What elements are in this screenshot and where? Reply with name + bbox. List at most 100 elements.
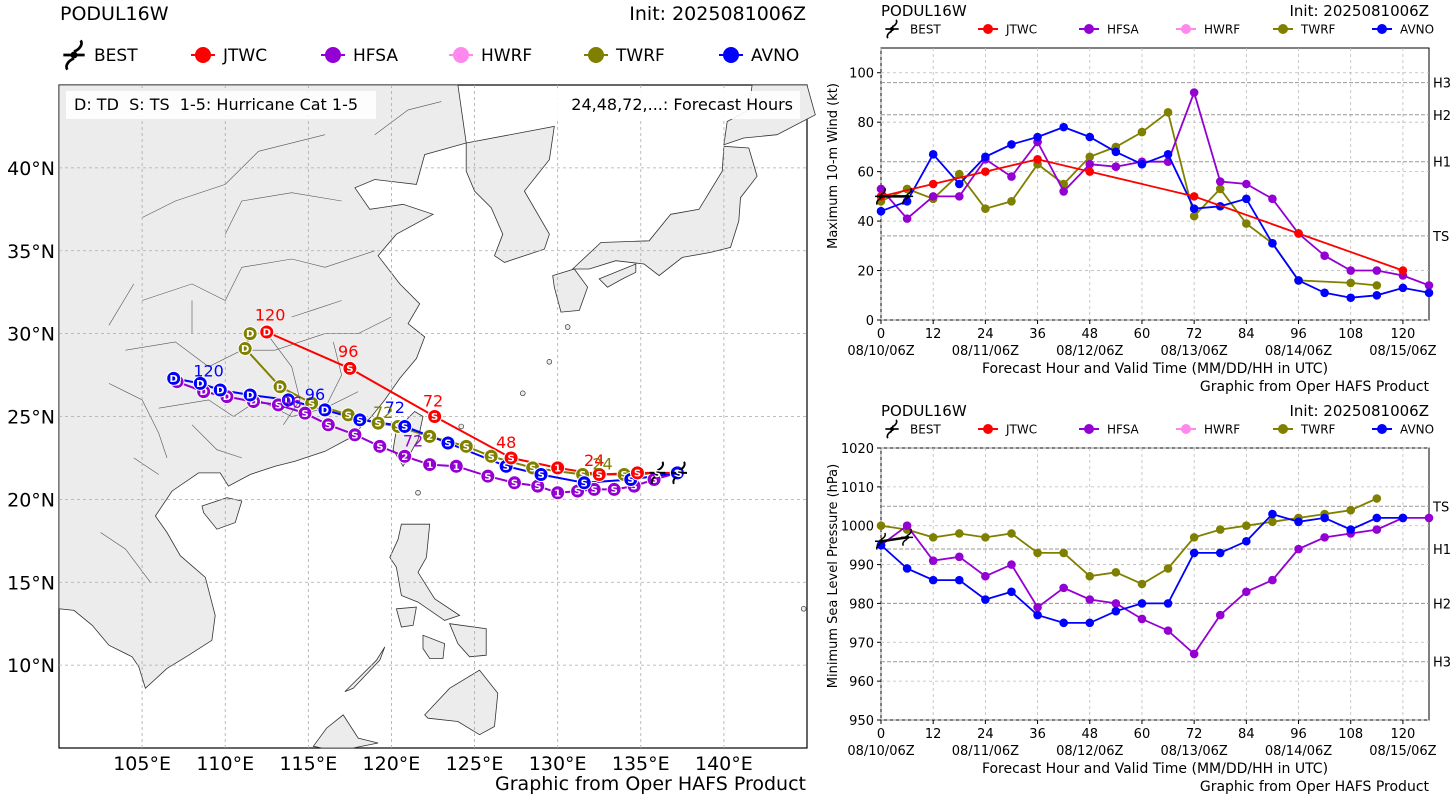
track-point-label: S: [401, 422, 408, 433]
series-point-avno: [1215, 548, 1225, 558]
series-point-twrf: [1085, 152, 1095, 162]
best-symbol-arm: [657, 461, 665, 472]
best-track-point-icon: [671, 461, 688, 485]
pres-init-title: Init: 2025081006Z: [1289, 402, 1429, 420]
best-symbol-arm: [902, 538, 908, 547]
series-point-twrf: [981, 533, 990, 542]
series-line-hfsa: [880, 517, 1429, 656]
series-point-avno: [1346, 525, 1356, 534]
series-point-hfsa: [1424, 281, 1434, 290]
reference-label-h1: H1: [1433, 543, 1451, 558]
track-storm-title: PODUL16W: [60, 3, 169, 25]
series-point-avno: [1033, 610, 1042, 620]
series-point-twrf: [1268, 517, 1277, 527]
track-point-label: D: [246, 329, 254, 340]
info-left-text: D: TD S: TS 1-5: Hurricane Cat 1-5: [74, 95, 358, 114]
series-line-twrf: [880, 497, 1378, 586]
track-point-marker: [352, 412, 368, 428]
best-symbol-arm: [886, 30, 893, 39]
track-ytick-label: 10°N: [7, 655, 55, 677]
batanes-island: [415, 489, 421, 496]
track-point-marker: [427, 409, 443, 424]
track-point-twrf: S: [370, 415, 386, 431]
track-point-label: D: [241, 344, 249, 355]
legend-label-best: BEST: [94, 46, 138, 66]
series-point-twrf: [1111, 568, 1121, 577]
reference-label-h3: H3: [1433, 77, 1451, 92]
track-point-twrf: S: [458, 438, 474, 454]
legend-marker-jtwc: [195, 47, 211, 63]
info-box-right: [555, 91, 800, 119]
series-point-hfsa: [1215, 610, 1225, 620]
track-point-avno: S: [440, 435, 456, 451]
series-point-hfsa: [1320, 533, 1329, 542]
track-point-hfsa: S: [372, 438, 388, 454]
track-point-label: S: [627, 475, 634, 486]
best-symbol-arm: [891, 19, 898, 28]
series-point-avno: [1294, 276, 1303, 285]
track-point-marker: [370, 415, 386, 431]
track-point-label: D: [170, 374, 178, 385]
track-point-label: S: [621, 470, 628, 481]
track-point-label: S: [431, 412, 438, 423]
series-point-avno: [1033, 132, 1042, 142]
track-point-jtwc: S: [629, 465, 645, 481]
track-point-hfsa: 1: [422, 457, 438, 473]
best-symbol-arm: [906, 187, 913, 196]
series-point-twrf: [1059, 548, 1068, 558]
ytick-label: 960: [849, 675, 874, 690]
series-point-avno: [1268, 239, 1277, 248]
track-point-label: 1: [554, 463, 561, 474]
series-point-avno: [1007, 587, 1016, 597]
track-point-label: S: [444, 439, 451, 450]
series-point-avno: [1085, 132, 1095, 142]
xtick-label: 96: [1290, 327, 1307, 342]
track-point-hfsa: S: [480, 468, 496, 484]
xtick-label: 120: [1390, 327, 1415, 342]
province-border: [324, 341, 342, 409]
reference-label-h2: H2: [1433, 109, 1451, 124]
best-point-icon: [901, 528, 914, 547]
best-symbol-arm: [876, 197, 882, 206]
series-point-twrf: [876, 521, 886, 531]
best-symbol-arm: [876, 542, 882, 550]
series-point-avno: [1242, 194, 1251, 204]
track-point-marker: [458, 438, 474, 454]
pressure-panel: PODUL16W Init: 2025081006Z BEST JTWC HFSA H…: [820, 400, 1456, 800]
series-point-avno: [1398, 283, 1408, 293]
track-point-jtwc: S: [503, 450, 519, 466]
series-point-avno: [1007, 140, 1016, 149]
track-point-avno: S: [397, 418, 413, 434]
ytick-label: 0: [866, 314, 874, 329]
series-point-twrf: [1163, 564, 1173, 573]
track-point-marker: [533, 467, 549, 483]
track-point-marker: [242, 326, 258, 342]
track-point-marker: [591, 467, 607, 483]
series-point-hfsa: [928, 192, 938, 201]
track-point-hfsa: S: [347, 427, 363, 443]
series-point-hfsa: [1085, 595, 1095, 604]
series-point-avno: [1137, 599, 1147, 608]
track-point-label: S: [301, 409, 308, 420]
legend-label-jtwc: JTWC: [1005, 422, 1037, 436]
reference-label-ts: TS: [1432, 500, 1449, 515]
series-point-jtwc: [1085, 167, 1095, 176]
track-point-marker: [372, 438, 388, 454]
series-point-avno: [1189, 548, 1199, 558]
track-point-jtwc: 1: [550, 460, 566, 476]
legend-label-hfsa: HFSA: [1107, 22, 1140, 36]
track-xtick-label: 140°E: [695, 753, 753, 775]
track-point-marker: [237, 341, 253, 357]
track-point-marker: [422, 428, 438, 444]
forecast-hour-label: 72: [373, 403, 393, 422]
track-point-marker: [212, 382, 228, 398]
track-point-label: S: [596, 470, 603, 481]
ishigaki-island: [458, 423, 465, 430]
series-point-avno: [1242, 536, 1251, 546]
xtick-label: 84: [1238, 727, 1255, 742]
track-point-marker: [259, 324, 275, 340]
ytick-label: 100: [849, 67, 874, 82]
series-point-hfsa: [902, 214, 912, 223]
legend-best-icon: [885, 419, 899, 439]
track-point-label: S: [591, 485, 598, 496]
